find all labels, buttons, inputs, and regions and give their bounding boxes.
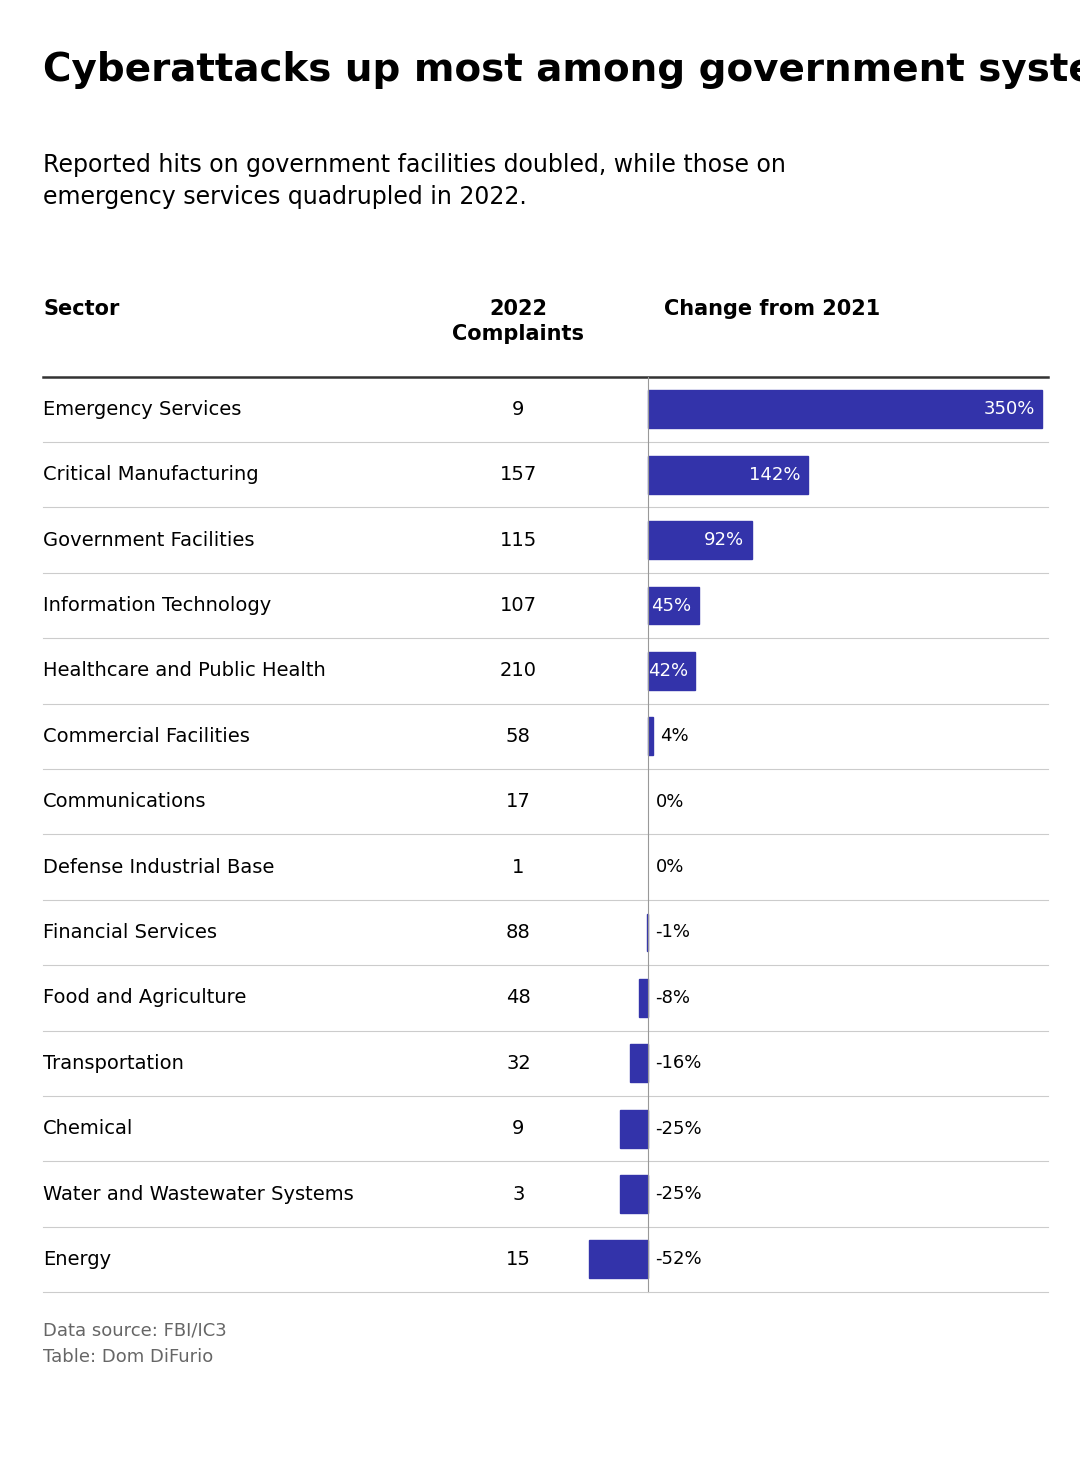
Text: Transportation: Transportation: [43, 1054, 184, 1073]
Text: 115: 115: [500, 530, 537, 549]
Text: 45%: 45%: [651, 597, 691, 615]
Bar: [648, 653, 696, 691]
Text: 2022
Complaints: 2022 Complaints: [453, 299, 584, 345]
Bar: [648, 717, 652, 755]
Text: 107: 107: [500, 596, 537, 615]
Text: 58: 58: [505, 727, 531, 746]
Bar: [648, 456, 808, 493]
Text: Change from 2021: Change from 2021: [664, 299, 880, 320]
Text: Reported hits on government facilities doubled, while those on
emergency service: Reported hits on government facilities d…: [43, 153, 786, 209]
Text: Government Facilities: Government Facilities: [43, 530, 255, 549]
Bar: [590, 1241, 648, 1279]
Text: Energy: Energy: [43, 1250, 111, 1269]
Text: 0%: 0%: [656, 858, 684, 876]
Text: 9: 9: [512, 1120, 525, 1139]
Bar: [630, 1044, 648, 1082]
Bar: [648, 587, 699, 625]
Text: 1: 1: [512, 857, 525, 876]
Text: Critical Manufacturing: Critical Manufacturing: [43, 466, 259, 485]
Text: 3: 3: [512, 1184, 525, 1203]
Text: 157: 157: [500, 466, 537, 485]
Text: 48: 48: [507, 988, 530, 1007]
Bar: [620, 1175, 648, 1213]
Text: 15: 15: [505, 1250, 531, 1269]
Text: -8%: -8%: [656, 988, 690, 1007]
Text: -1%: -1%: [656, 924, 690, 942]
Text: Defense Industrial Base: Defense Industrial Base: [43, 857, 274, 876]
Text: 350%: 350%: [983, 400, 1035, 419]
Text: 142%: 142%: [748, 466, 800, 483]
Text: Healthcare and Public Health: Healthcare and Public Health: [43, 661, 326, 680]
Text: Financial Services: Financial Services: [43, 923, 217, 942]
Text: Emergency Services: Emergency Services: [43, 400, 242, 419]
Text: Commercial Facilities: Commercial Facilities: [43, 727, 251, 746]
Text: 210: 210: [500, 661, 537, 680]
Text: 4%: 4%: [660, 727, 689, 745]
Text: 32: 32: [507, 1054, 530, 1073]
Bar: [648, 521, 752, 559]
Text: Food and Agriculture: Food and Agriculture: [43, 988, 246, 1007]
Text: -25%: -25%: [656, 1120, 702, 1137]
Text: Water and Wastewater Systems: Water and Wastewater Systems: [43, 1184, 354, 1203]
Bar: [648, 390, 1042, 428]
Text: Information Technology: Information Technology: [43, 596, 271, 615]
Text: Chemical: Chemical: [43, 1120, 134, 1139]
Text: 9: 9: [512, 400, 525, 419]
Bar: [639, 978, 648, 1016]
Bar: [620, 1110, 648, 1148]
Text: 42%: 42%: [648, 661, 688, 680]
Text: Cyberattacks up most among government systems: Cyberattacks up most among government sy…: [43, 51, 1080, 89]
Text: 92%: 92%: [704, 531, 744, 549]
Text: -16%: -16%: [656, 1054, 702, 1072]
Text: -52%: -52%: [656, 1250, 702, 1269]
Text: Sector: Sector: [43, 299, 120, 320]
Text: 0%: 0%: [656, 793, 684, 810]
Bar: [647, 914, 648, 952]
Text: Data source: FBI/IC3
Table: Dom DiFurio: Data source: FBI/IC3 Table: Dom DiFurio: [43, 1321, 227, 1365]
Text: Communications: Communications: [43, 793, 206, 812]
Text: -25%: -25%: [656, 1186, 702, 1203]
Text: 88: 88: [507, 923, 530, 942]
Text: 17: 17: [507, 793, 530, 812]
